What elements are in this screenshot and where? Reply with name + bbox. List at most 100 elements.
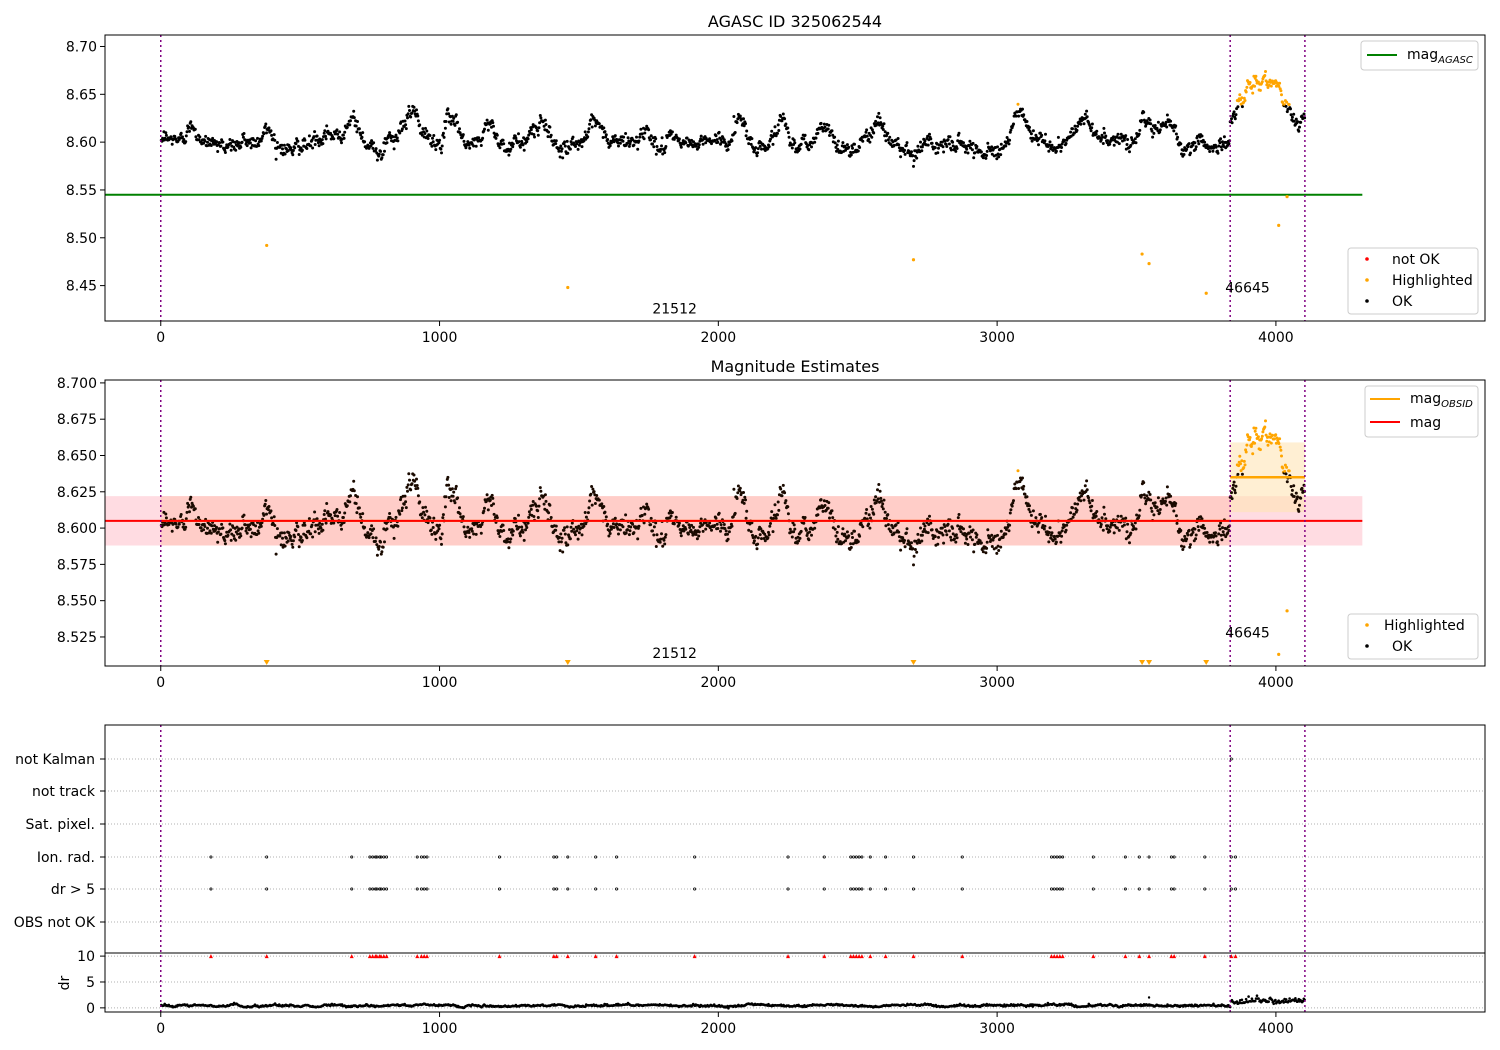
ok-point (462, 139, 466, 143)
ok-point (760, 537, 763, 541)
ok-point (781, 483, 785, 487)
ok-point (826, 127, 830, 131)
ok-point (564, 541, 568, 545)
ok-point (947, 142, 951, 146)
ion-rad-flag-point (1052, 855, 1056, 859)
highlighted-point (1256, 435, 1260, 439)
ok-point (872, 498, 876, 502)
ok-point (647, 128, 651, 132)
ok-point (307, 529, 311, 533)
ok-point (688, 526, 692, 529)
ok-point (708, 521, 712, 525)
ok-point (773, 125, 777, 129)
highlighted-point (1251, 91, 1255, 95)
ok-point (652, 533, 656, 537)
ok-point (582, 524, 586, 528)
ok-point (580, 145, 584, 149)
dr-flag-point (1049, 887, 1053, 891)
ok-point (849, 546, 853, 549)
ok-point (915, 541, 919, 545)
ok-point (826, 506, 830, 510)
ok-point (341, 516, 345, 519)
ok-point (229, 148, 233, 152)
ok-point (802, 521, 806, 525)
ok-point (867, 513, 871, 517)
ion-rad-flag-point (884, 855, 888, 859)
dr-flag-point (1203, 887, 1207, 891)
ok-point (941, 533, 945, 537)
ok-point (996, 544, 1000, 548)
ok-point (1233, 488, 1237, 492)
ok-point (803, 133, 807, 137)
ok-point (1182, 545, 1186, 549)
ok-point (523, 521, 527, 525)
ok-point (847, 145, 851, 149)
ok-point (878, 489, 882, 493)
ok-point (425, 509, 429, 513)
flag-row-label: Ion. rad. (37, 850, 95, 866)
ok-point (1029, 132, 1033, 136)
ok-point (864, 130, 868, 134)
ok-point (438, 523, 442, 527)
ok-point (930, 141, 934, 145)
dr-flag-point (371, 887, 375, 891)
ok-point (1138, 128, 1142, 132)
ok-point (474, 144, 478, 148)
ok-point (415, 477, 418, 481)
ok-point (560, 536, 564, 540)
ok-point (897, 530, 901, 534)
dr-flag-point (425, 887, 429, 891)
ok-point (1189, 151, 1192, 155)
ok-point (1194, 145, 1198, 149)
ok-point (1152, 131, 1156, 135)
ok-point (352, 116, 356, 120)
dr-flag-point (1123, 887, 1127, 891)
ok-point (780, 494, 784, 498)
ok-point (999, 529, 1003, 533)
ok-point (1148, 493, 1152, 496)
ok-point (282, 531, 286, 535)
ok-point (297, 545, 301, 549)
ok-point (270, 133, 274, 137)
ok-point (580, 533, 584, 537)
ok-point (663, 151, 667, 155)
ok-point (563, 144, 567, 148)
ok-point (636, 537, 640, 541)
ok-point (1197, 142, 1201, 146)
ok-point (628, 529, 632, 533)
ok-point (661, 544, 665, 548)
ok-point (495, 516, 499, 520)
ok-point (883, 130, 887, 134)
ok-point (762, 537, 766, 540)
ok-point (1289, 113, 1293, 117)
ok-point (1078, 491, 1082, 495)
ok-point (262, 513, 266, 517)
legend-ok-marker (1365, 299, 1369, 303)
highlighted-point (1254, 426, 1258, 430)
ok-point (758, 533, 762, 537)
ok-point (409, 488, 413, 492)
ok-point (1143, 496, 1147, 500)
ok-point (333, 132, 337, 136)
ok-point (536, 516, 540, 519)
ok-point (1164, 120, 1168, 124)
ok-point (920, 533, 924, 537)
ok-point (256, 136, 259, 140)
ok-point (1053, 534, 1056, 538)
ok-point (317, 144, 321, 148)
ok-point (1102, 505, 1106, 509)
ok-point (509, 537, 513, 541)
ok-point (724, 529, 728, 533)
ok-point (464, 146, 468, 150)
ok-point (890, 523, 894, 527)
ok-point (1012, 499, 1015, 503)
ok-point (223, 151, 227, 154)
ok-point (872, 131, 876, 135)
ok-point (302, 521, 306, 525)
ok-point (1005, 136, 1009, 139)
ok-point (477, 136, 481, 140)
ok-point (877, 483, 881, 486)
highlighted-point (1265, 83, 1269, 87)
ok-point (322, 513, 326, 516)
